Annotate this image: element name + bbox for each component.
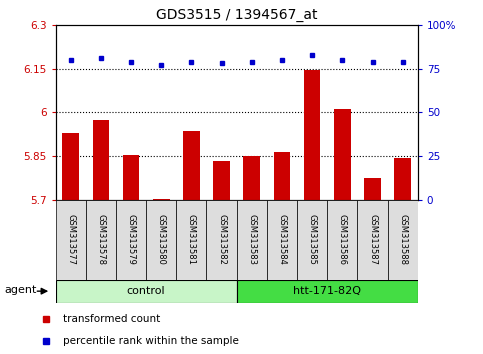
Bar (86, 200, 116, 280)
Text: GSM313585: GSM313585 (308, 215, 317, 265)
Text: GSM313580: GSM313580 (156, 215, 166, 265)
Text: htt-171-82Q: htt-171-82Q (293, 286, 361, 296)
Bar (388, 200, 418, 280)
Text: GSM313588: GSM313588 (398, 214, 407, 266)
Bar (123, 155, 139, 200)
Bar (334, 109, 351, 200)
Bar (116, 200, 146, 280)
Bar (327, 200, 357, 280)
Bar (56, 200, 86, 280)
Title: GDS3515 / 1394567_at: GDS3515 / 1394567_at (156, 8, 317, 22)
Text: control: control (127, 286, 165, 296)
Bar (62, 133, 79, 200)
Text: agent: agent (4, 285, 37, 295)
Bar (267, 200, 297, 280)
Bar (93, 120, 109, 200)
Bar (146, 200, 176, 280)
Text: GSM313578: GSM313578 (96, 214, 105, 266)
Bar (297, 200, 327, 280)
Bar (395, 158, 411, 200)
Bar (207, 200, 237, 280)
Bar (274, 152, 290, 200)
Text: GSM313584: GSM313584 (277, 215, 286, 265)
Text: GSM313586: GSM313586 (338, 214, 347, 266)
Bar (176, 200, 207, 280)
Bar (243, 156, 260, 200)
Text: GSM313579: GSM313579 (127, 215, 136, 265)
Text: GSM313581: GSM313581 (187, 215, 196, 265)
Text: GSM313582: GSM313582 (217, 215, 226, 265)
Text: GSM313583: GSM313583 (247, 214, 256, 266)
Bar (237, 200, 267, 280)
Bar (304, 70, 320, 200)
Bar (213, 161, 230, 200)
Bar (153, 199, 170, 200)
Text: GSM313587: GSM313587 (368, 214, 377, 266)
Bar (183, 131, 199, 200)
Bar (364, 178, 381, 200)
Bar (56, 280, 237, 303)
Text: transformed count: transformed count (63, 314, 160, 324)
Bar (237, 280, 418, 303)
Text: GSM313577: GSM313577 (66, 214, 75, 266)
Text: percentile rank within the sample: percentile rank within the sample (63, 336, 239, 346)
Bar (357, 200, 388, 280)
